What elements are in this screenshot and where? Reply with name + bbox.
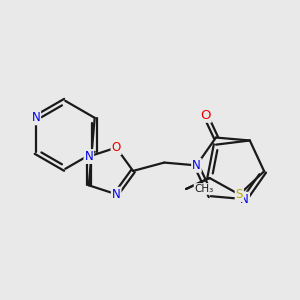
Text: N: N bbox=[192, 159, 201, 172]
Text: N: N bbox=[84, 150, 93, 163]
Text: CH₃: CH₃ bbox=[194, 184, 214, 194]
Text: N: N bbox=[32, 111, 40, 124]
Text: N: N bbox=[112, 188, 121, 201]
Text: S: S bbox=[236, 188, 243, 201]
Text: O: O bbox=[200, 109, 211, 122]
Text: O: O bbox=[112, 141, 121, 154]
Text: N: N bbox=[240, 193, 249, 206]
